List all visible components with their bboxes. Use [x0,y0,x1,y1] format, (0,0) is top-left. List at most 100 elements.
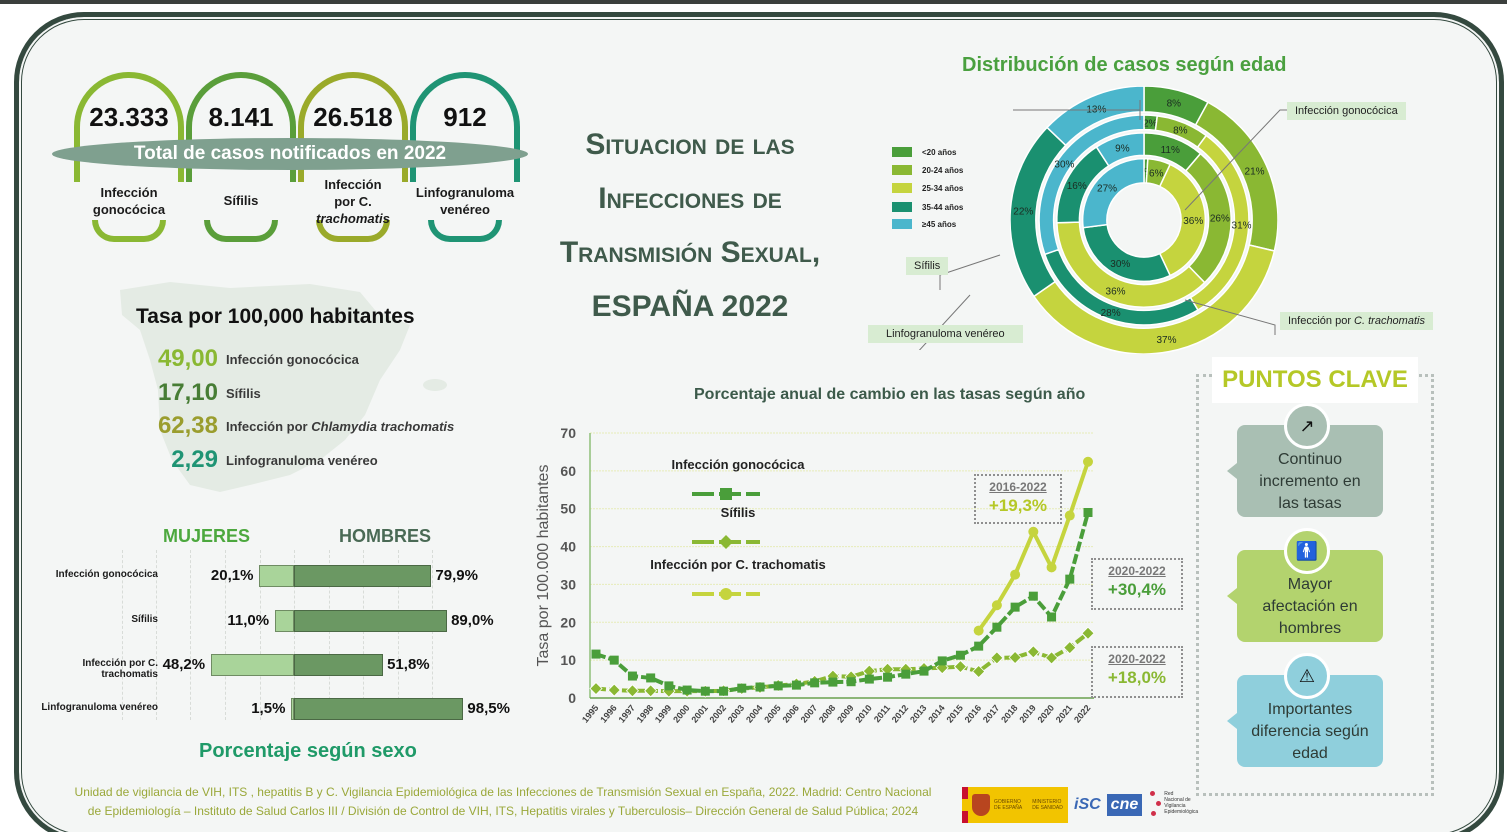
annotation-period: 2016-2022 [989,480,1047,494]
logo-text: DE SANIDAD [1032,805,1063,811]
grid-line [190,550,191,720]
gobierno-logo: GOBIERNO DE ESPAÑA MINISTERIO DE SANIDAD [962,787,1068,823]
women-header: MUJERES [163,526,251,546]
data-point [589,681,603,696]
x-tick-label: 2014 [926,703,947,725]
key-point-text: las tasas [1278,495,1342,512]
donut-slice [1081,157,1145,229]
women-value: 48,2% [162,656,206,673]
key-point-text: Continuo [1277,451,1343,468]
data-point [955,650,965,660]
ministerio-text: MINISTERIO DE SANIDAD [1032,799,1063,811]
women-value: 1,5% [251,700,286,717]
key-point-text: hombres [1278,620,1342,637]
card-arc [92,220,166,242]
donut-slice [1095,132,1145,167]
key-point-text: Importantes [1267,701,1353,718]
x-tick-label: 2000 [671,703,692,725]
data-point [664,681,674,691]
donut-slice-label: 37% [1156,335,1176,346]
data-point [846,677,856,687]
x-tick-label: 2020 [1036,703,1057,725]
key-point-text: Mayor [1287,576,1333,593]
key-point-text: edad [1292,745,1328,762]
rate-label-prefix: Infección por [226,418,312,434]
data-point [919,666,929,676]
men-bar [294,610,448,632]
citation-line: de Epidemiología – Instituto de Salud Ca… [87,804,919,818]
y-tick-label: 20 [560,614,576,630]
donut-slice-label: 30% [1054,159,1074,170]
title-line: Infecciones de [598,182,782,215]
x-tick-label: 2008 [817,703,838,725]
legend-label: 35-44 años [922,202,964,212]
men-value: 79,9% [435,567,478,584]
men-bar [294,565,432,587]
legend-label: 20-24 años [922,165,964,175]
y-tick-label: 70 [560,425,576,441]
donut-slice-label: 2% [1143,119,1158,130]
citation-line: Unidad de vigilancia de VIH, ITS , hepat… [74,785,932,799]
legend-swatch [892,165,912,175]
total-label-line: venéreo [440,202,490,217]
women-value: 20,1% [210,567,254,584]
data-point [864,674,874,684]
logos: GOBIERNO DE ESPAÑA MINISTERIO DE SANIDAD i… [962,787,1198,823]
grid-line [432,550,433,720]
line-legend: Infección gonocócica Sífilis Infección por… [650,457,826,600]
donut-title: Distribución de casos según edad [962,54,1287,76]
data-point [791,680,801,690]
x-tick-label: 2006 [780,703,801,725]
rate-value: 62,38 [157,412,218,439]
grid-line [156,550,157,720]
x-tick-label: 2002 [708,703,729,725]
total-card: 8.141 Sífilis [186,72,296,242]
grid-line [329,550,330,720]
sex-row-label: Infección por C. trachomatis [82,658,158,680]
donut-slice-label: 8% [1167,99,1182,110]
donut-slice-label: 21% [1245,167,1265,178]
donut-slice [1158,163,1207,277]
data-point [991,600,1002,611]
grid-line [225,550,226,720]
donut-slice [1038,114,1145,256]
x-tick-label: 2001 [689,703,710,725]
legend-label: 25-34 años [922,183,964,193]
legend-item: 20-24 años [892,165,963,175]
legend-item: 25-34 años [892,183,963,193]
callout-lgv: Linfogranuloma venéreo [868,325,1023,343]
key-point-text: diferencia según [1251,723,1369,740]
annotation-period: 2020-2022 [1108,564,1166,578]
data-point [646,673,656,683]
y-tick-label: 30 [560,576,576,592]
key-point-text: afectación en [1262,598,1358,615]
donut-slice-label: 9% [1115,143,1130,154]
total-label: Infección gonocócica [66,184,192,218]
grid-line [363,550,364,720]
donut-slice-label: 22% [1013,207,1033,218]
data-point [1081,626,1095,640]
rate-label: Infección por Chlamydia trachomatis [226,419,454,434]
data-point [1065,574,1075,584]
total-label-line: gonocócica [92,202,166,217]
men-value: 98,5% [467,700,510,717]
data-point [755,682,765,692]
x-tick-label: 1998 [635,703,656,725]
women-bar [291,698,294,720]
data-point [625,684,640,698]
data-point [1083,456,1093,467]
x-tick-label: 2012 [890,703,911,725]
y-tick-label: 50 [560,501,576,517]
x-tick-label: 1996 [598,703,619,725]
legend-label: Infección gonocócica [672,457,806,472]
data-point [1063,641,1077,655]
data-point [937,656,947,666]
data-point [974,641,984,651]
legend-label: Sífilis [721,505,756,520]
y-tick-label: 10 [560,652,576,668]
x-tick-label: 2010 [853,703,874,725]
gobierno-text: GOBIERNO DE ESPAÑA [994,799,1022,811]
rates-title: Tasa por 100,000 habitantes [136,305,415,328]
logo-text: MINISTERIO [1032,799,1062,805]
x-tick-label: 2005 [762,703,783,725]
